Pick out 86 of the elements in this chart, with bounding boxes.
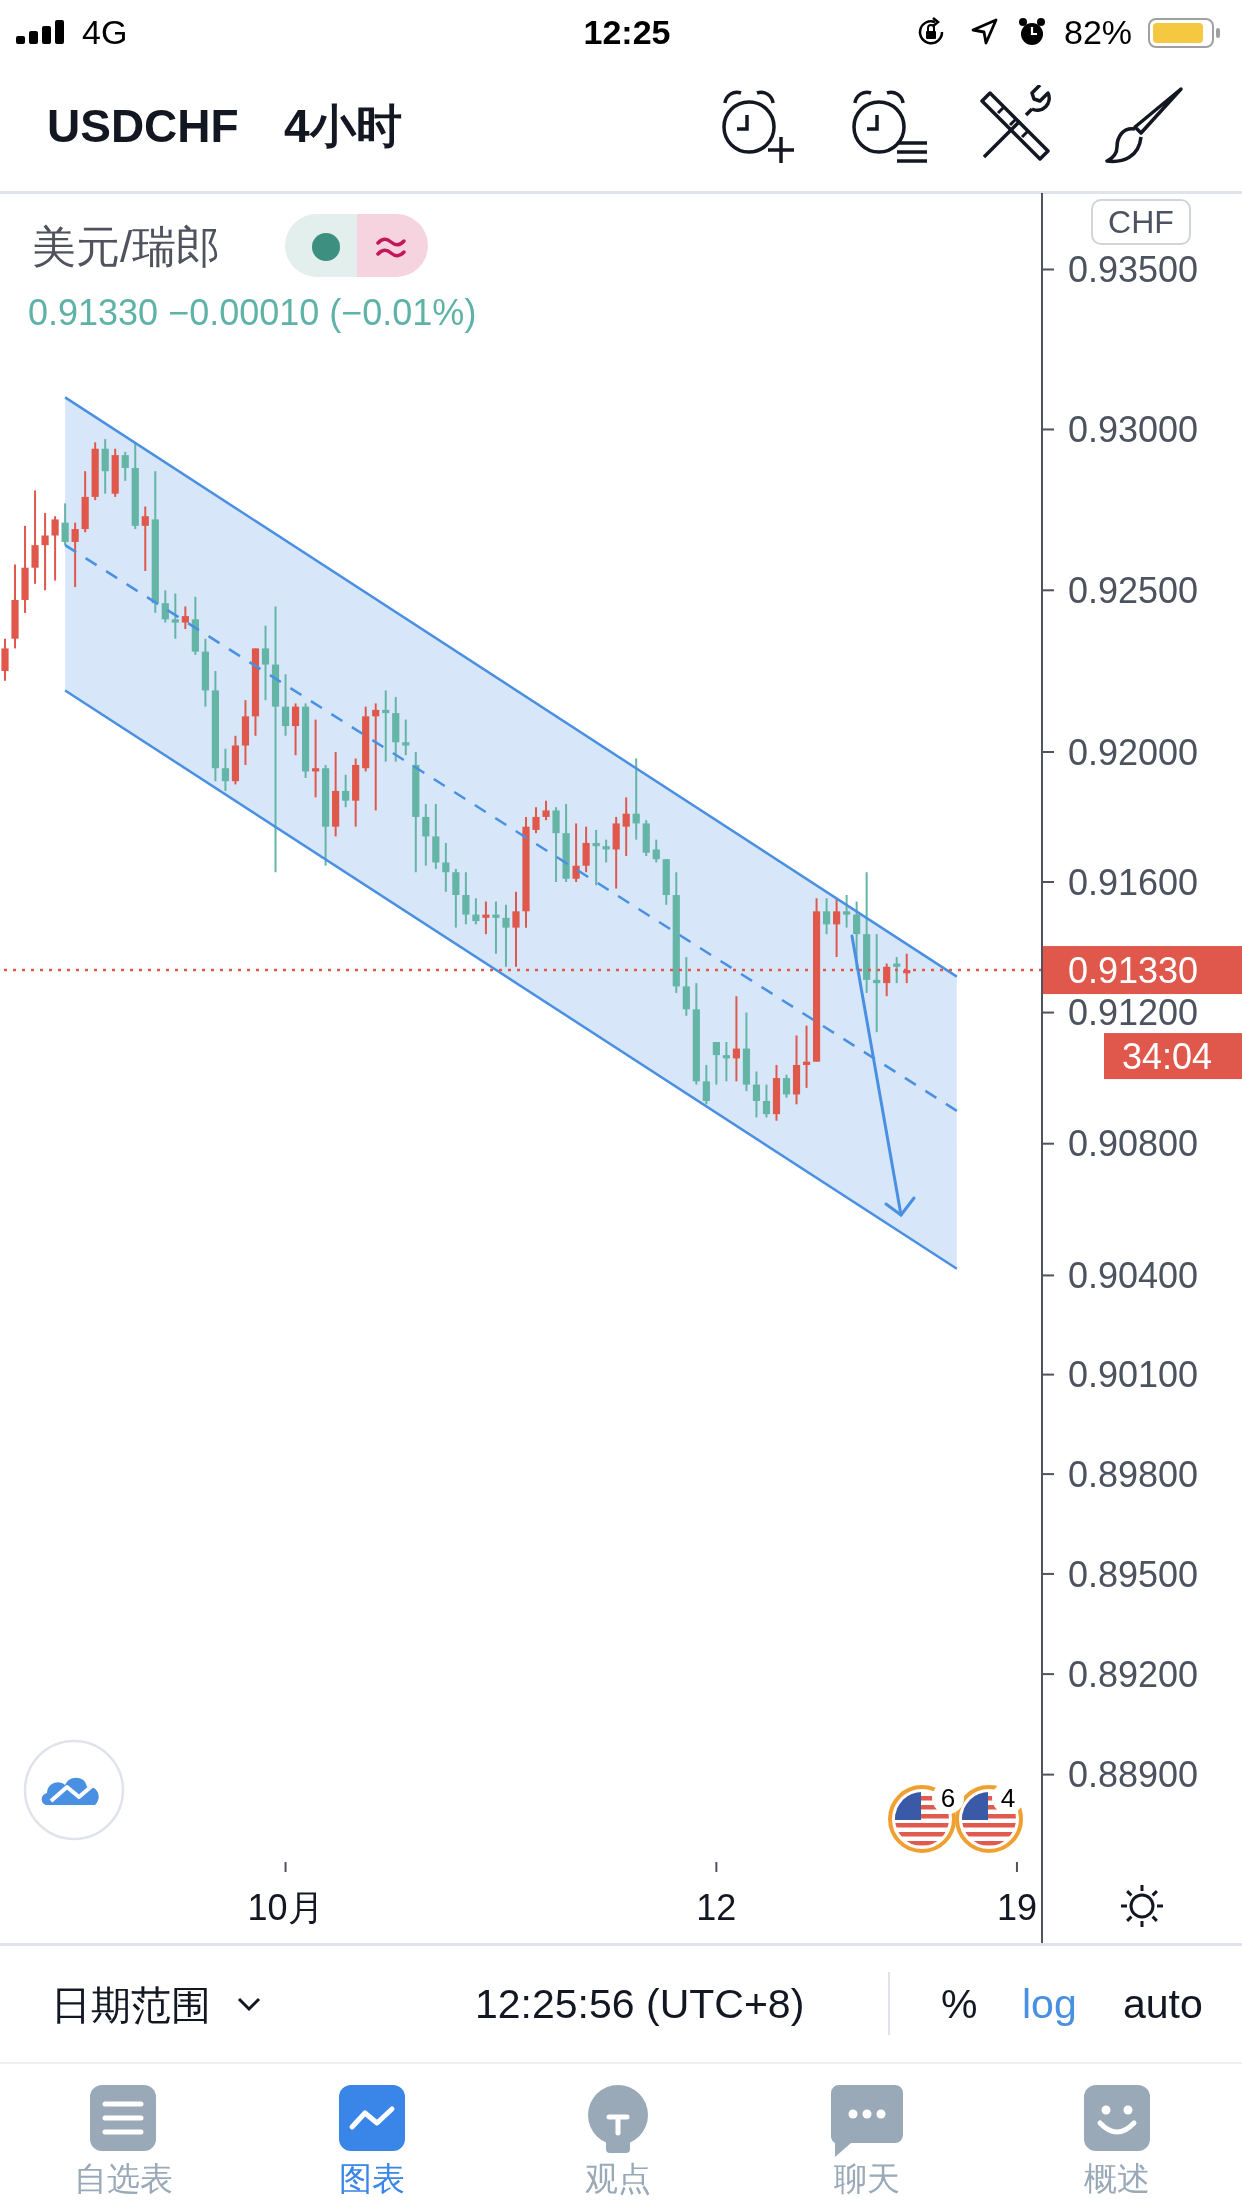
annotation: 4: [992, 1782, 1024, 1814]
text: 12:25: [582, 11, 672, 53]
x-tick-label: 12: [696, 1887, 737, 1928]
candlestick: [512, 890, 520, 968]
candlestick: [101, 438, 109, 495]
candlestick: [572, 822, 580, 883]
text: 34:04: [1122, 1036, 1213, 1078]
text: 聊天: [833, 2159, 901, 2199]
text: 概述: [1083, 2159, 1151, 2199]
y-tick-label: 0.92500: [1068, 570, 1199, 612]
y-tick-label: 0.90800: [1068, 1123, 1199, 1165]
chart-subtitle: 4小时: [284, 99, 402, 155]
text: log: [1022, 1980, 1077, 2030]
y-axis-title: CHF: [1091, 199, 1191, 245]
text: 日期范围: [51, 1982, 211, 2029]
y-tick-label: 0.89200: [1068, 1653, 1199, 1695]
candlestick: [582, 825, 590, 874]
y-tick-label: 0.89800: [1068, 1453, 1199, 1495]
annotation: 0.91330 −0.00010 (−0.01%): [28, 291, 477, 335]
candlestick: [652, 838, 660, 864]
candlestick: [752, 1070, 761, 1119]
y-tick-label: 0.88900: [1068, 1754, 1199, 1796]
text: %: [941, 1980, 978, 2030]
candlestick: [121, 450, 129, 482]
candlestick: [822, 897, 831, 936]
candlestick: [71, 521, 79, 589]
candlestick: [281, 673, 290, 737]
candlestick: [261, 624, 270, 702]
y-tick-label: 0.92000: [1068, 731, 1199, 773]
annotation: 美元/瑞郎: [32, 220, 221, 273]
y-tick-label: 0.93500: [1068, 249, 1199, 291]
candlestick: [602, 838, 610, 864]
candlestick: [502, 903, 510, 968]
candlestick: [312, 718, 320, 799]
candlestick: [1, 637, 9, 682]
candlestick: [41, 511, 49, 592]
candlestick: [472, 897, 480, 926]
candlestick: [141, 505, 149, 572]
candlestick: [291, 702, 300, 757]
candlestick: [382, 689, 390, 763]
candlestick: [682, 956, 690, 1017]
text: 观点: [584, 2159, 652, 2199]
y-tick-label: 0.89500: [1068, 1553, 1199, 1595]
y-tick-label: 0.90100: [1068, 1354, 1199, 1396]
candlestick: [542, 799, 550, 822]
y-tick-label: 0.91200: [1068, 992, 1199, 1034]
y-tick-label: 0.93000: [1068, 409, 1199, 451]
ref-line-label: 0.91330: [1068, 950, 1199, 992]
candlestick: [532, 806, 540, 835]
y-tick-label: 0.91600: [1068, 861, 1199, 903]
candlestick: [833, 897, 841, 958]
text: 图表: [338, 2159, 406, 2199]
candlestick: [712, 1041, 720, 1086]
candlestick: [422, 802, 430, 867]
candlestick: [402, 718, 410, 757]
text: 4G: [82, 11, 128, 53]
candlestick: [843, 894, 851, 929]
chart-title: USDCHF: [47, 99, 239, 155]
candlestick: [181, 605, 189, 631]
text: 82%: [1064, 11, 1133, 53]
candlestick: [762, 1083, 771, 1119]
candlestick: [31, 489, 39, 585]
candlestick: [51, 515, 59, 582]
candlestick: [61, 502, 69, 547]
candlestick: [702, 1063, 710, 1106]
annotation: 6: [932, 1782, 964, 1814]
text: auto: [1123, 1980, 1203, 2030]
y-tick-label: 0.90400: [1068, 1255, 1199, 1297]
candlestick: [622, 796, 630, 857]
candlestick: [592, 828, 600, 887]
candlestick: [171, 592, 179, 640]
x-tick-label: 19: [996, 1887, 1037, 1928]
candlestick: [342, 773, 350, 809]
candlestick: [161, 589, 169, 624]
candlestick: [442, 841, 450, 893]
text: 12:25:56 (UTC+8): [475, 1980, 805, 2030]
candlestick: [632, 757, 640, 841]
candlestick: [482, 900, 490, 936]
candlestick: [492, 900, 500, 955]
x-tick-label: 10月: [247, 1887, 324, 1928]
candlestick: [462, 871, 470, 926]
candlestick: [221, 747, 230, 792]
text: 自选表: [72, 2159, 174, 2199]
candlestick: [452, 867, 460, 929]
candlestick: [782, 1073, 791, 1099]
candlestick: [552, 806, 560, 883]
